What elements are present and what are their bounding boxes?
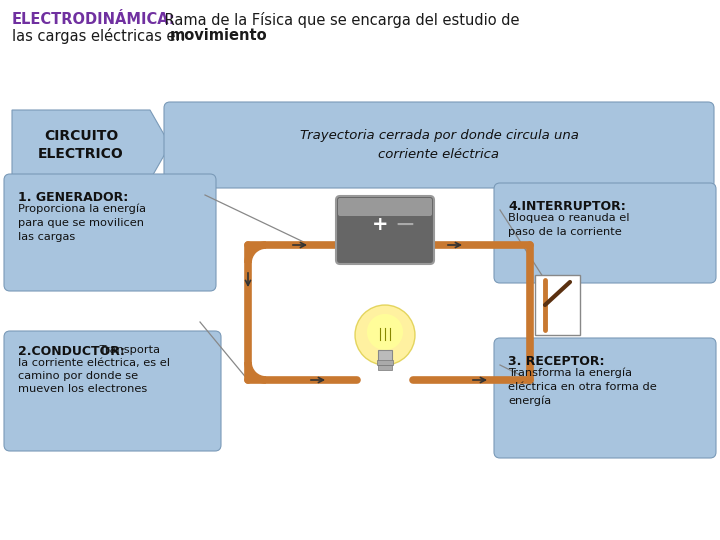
Text: Trayectoria cerrada por donde circula una
corriente eléctrica: Trayectoria cerrada por donde circula un…	[300, 130, 578, 160]
Text: 3. RECEPTOR:: 3. RECEPTOR:	[508, 355, 605, 368]
Text: movimiento: movimiento	[170, 28, 268, 43]
Bar	[378, 365, 392, 370]
Text: Rama de la Física que se encarga del estudio de: Rama de la Física que se encarga del est…	[160, 12, 520, 28]
Text: camino por donde se: camino por donde se	[18, 371, 138, 381]
Text: 1. GENERADOR:: 1. GENERADOR:	[18, 191, 128, 204]
FancyBboxPatch shape	[494, 338, 716, 458]
Text: −: −	[395, 213, 415, 237]
Text: la corriente eléctrica, es el: la corriente eléctrica, es el	[18, 358, 170, 368]
Text: CIRCUITO
ELECTRICO: CIRCUITO ELECTRICO	[38, 129, 124, 161]
Polygon shape	[12, 110, 170, 180]
FancyBboxPatch shape	[494, 183, 716, 283]
Circle shape	[367, 314, 403, 350]
FancyBboxPatch shape	[336, 196, 434, 264]
Bar	[377, 360, 393, 365]
Text: mueven los electrones: mueven los electrones	[18, 384, 148, 394]
Bar	[378, 350, 392, 365]
Text: ELECTRODINÁMICA:: ELECTRODINÁMICA:	[12, 12, 176, 27]
Text: +: +	[372, 215, 388, 234]
Text: 4.INTERRUPTOR:: 4.INTERRUPTOR:	[508, 200, 626, 213]
Bar	[535, 275, 580, 335]
Text: Transporta: Transporta	[96, 345, 160, 355]
FancyBboxPatch shape	[4, 331, 221, 451]
FancyBboxPatch shape	[164, 102, 714, 188]
Text: las cargas eléctricas en: las cargas eléctricas en	[12, 28, 189, 44]
Text: Transforma la energía
eléctrica en otra forma de
energía: Transforma la energía eléctrica en otra …	[508, 368, 657, 407]
Circle shape	[355, 305, 415, 365]
Text: Bloquea o reanuda el
paso de la corriente: Bloquea o reanuda el paso de la corrient…	[508, 213, 629, 237]
FancyBboxPatch shape	[4, 174, 216, 291]
Text: 2.CONDUCTOR:: 2.CONDUCTOR:	[18, 345, 125, 358]
FancyBboxPatch shape	[338, 198, 432, 216]
Text: Proporciona la energía
para que se movilicen
las cargas: Proporciona la energía para que se movil…	[18, 204, 146, 242]
